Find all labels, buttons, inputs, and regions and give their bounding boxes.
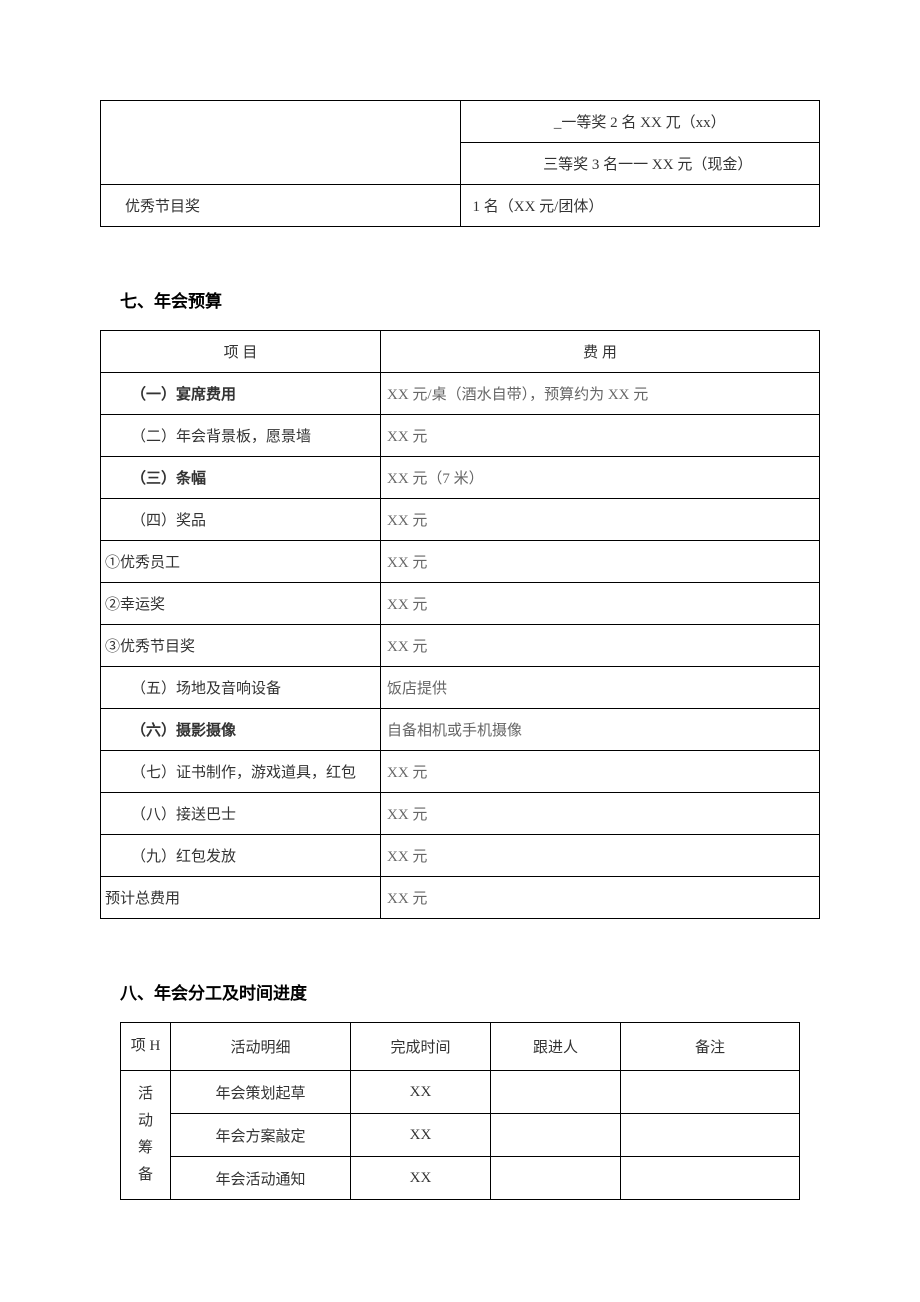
schedule-header-person: 跟进人 xyxy=(491,1023,621,1071)
table-row: 优秀节目奖 1 名（XX 元/团体） xyxy=(101,185,820,227)
budget-item: （五）场地及音响设备 xyxy=(101,667,381,709)
budget-table: 项 目 费 用 （一）宴席费用XX 元/桌（酒水自带），预算约为 XX 元（二）… xyxy=(100,330,820,919)
table-row: （二）年会背景板，愿景墙XX 元 xyxy=(101,415,820,457)
award-line-1: _一等奖 2 名 XX 兀（xx） xyxy=(460,101,820,143)
budget-item: （九）红包发放 xyxy=(101,835,381,877)
budget-cost: 饭店提供 xyxy=(381,667,820,709)
budget-cost: XX 元/桌（酒水自带），预算约为 XX 元 xyxy=(381,373,820,415)
award-line-2: 三等奖 3 名一一 XX 元（现金） xyxy=(460,143,820,185)
table-row: （八）接送巴士XX 元 xyxy=(101,793,820,835)
budget-item: ②幸运奖 xyxy=(101,583,381,625)
budget-item: （一）宴席费用 xyxy=(101,373,381,415)
schedule-group-label: 活动筹备 xyxy=(121,1071,171,1200)
table-row: ①优秀员工XX 元 xyxy=(101,541,820,583)
schedule-detail: 年会活动通知 xyxy=(171,1157,351,1200)
schedule-note xyxy=(621,1114,800,1157)
table-row: 活动筹备年会策划起草XX xyxy=(121,1071,800,1114)
budget-item: （三）条幅 xyxy=(101,457,381,499)
budget-cost: XX 元 xyxy=(381,793,820,835)
table-row: _一等奖 2 名 XX 兀（xx） xyxy=(101,101,820,143)
schedule-time: XX xyxy=(351,1114,491,1157)
table-row: （五）场地及音响设备饭店提供 xyxy=(101,667,820,709)
budget-cost: XX 元 xyxy=(381,835,820,877)
schedule-person xyxy=(491,1157,621,1200)
schedule-time: XX xyxy=(351,1157,491,1200)
schedule-table: 项 H 活动明细 完成时间 跟进人 备注 活动筹备年会策划起草XX年会方案敲定X… xyxy=(120,1022,800,1200)
award-blank-cell xyxy=(101,101,461,185)
schedule-time: XX xyxy=(351,1071,491,1114)
schedule-header-row: 项 H 活动明细 完成时间 跟进人 备注 xyxy=(121,1023,800,1071)
budget-cost: XX 元 xyxy=(381,583,820,625)
schedule-note xyxy=(621,1071,800,1114)
schedule-detail: 年会方案敲定 xyxy=(171,1114,351,1157)
budget-header-row: 项 目 费 用 xyxy=(101,331,820,373)
budget-cost: 自备相机或手机摄像 xyxy=(381,709,820,751)
budget-item: ③优秀节目奖 xyxy=(101,625,381,667)
awards-table: _一等奖 2 名 XX 兀（xx） 三等奖 3 名一一 XX 元（现金） 优秀节… xyxy=(100,100,820,227)
table-row: 预计总费用XX 元 xyxy=(101,877,820,919)
budget-item: （七）证书制作，游戏道具，红包 xyxy=(101,751,381,793)
table-row: 年会活动通知XX xyxy=(121,1157,800,1200)
schedule-detail: 年会策划起草 xyxy=(171,1071,351,1114)
schedule-header-note: 备注 xyxy=(621,1023,800,1071)
table-row: （七）证书制作，游戏道具，红包XX 元 xyxy=(101,751,820,793)
budget-header-cost: 费 用 xyxy=(381,331,820,373)
table-row: ③优秀节目奖XX 元 xyxy=(101,625,820,667)
budget-item: （四）奖品 xyxy=(101,499,381,541)
table-row: （一）宴席费用XX 元/桌（酒水自带），预算约为 XX 元 xyxy=(101,373,820,415)
budget-item: （六）摄影摄像 xyxy=(101,709,381,751)
budget-cost: XX 元（7 米） xyxy=(381,457,820,499)
table-row: （四）奖品XX 元 xyxy=(101,499,820,541)
award-label: 优秀节目奖 xyxy=(101,185,461,227)
schedule-header-project: 项 H xyxy=(121,1023,171,1071)
budget-cost: XX 元 xyxy=(381,541,820,583)
budget-item: 预计总费用 xyxy=(101,877,381,919)
table-row: （六）摄影摄像自备相机或手机摄像 xyxy=(101,709,820,751)
budget-cost: XX 元 xyxy=(381,751,820,793)
budget-cost: XX 元 xyxy=(381,877,820,919)
schedule-header-detail: 活动明细 xyxy=(171,1023,351,1071)
budget-item: ①优秀员工 xyxy=(101,541,381,583)
section8-heading: 八、年会分工及时间进度 xyxy=(120,979,820,1004)
schedule-person xyxy=(491,1071,621,1114)
award-value: 1 名（XX 元/团体） xyxy=(460,185,820,227)
section7-heading: 七、年会预算 xyxy=(120,287,820,312)
table-row: ②幸运奖XX 元 xyxy=(101,583,820,625)
schedule-person xyxy=(491,1114,621,1157)
budget-item: （八）接送巴士 xyxy=(101,793,381,835)
table-row: 年会方案敲定XX xyxy=(121,1114,800,1157)
table-row: （三）条幅XX 元（7 米） xyxy=(101,457,820,499)
table-row: （九）红包发放XX 元 xyxy=(101,835,820,877)
budget-cost: XX 元 xyxy=(381,625,820,667)
budget-cost: XX 元 xyxy=(381,499,820,541)
budget-cost: XX 元 xyxy=(381,415,820,457)
budget-item: （二）年会背景板，愿景墙 xyxy=(101,415,381,457)
budget-header-item: 项 目 xyxy=(101,331,381,373)
schedule-header-time: 完成时间 xyxy=(351,1023,491,1071)
schedule-note xyxy=(621,1157,800,1200)
